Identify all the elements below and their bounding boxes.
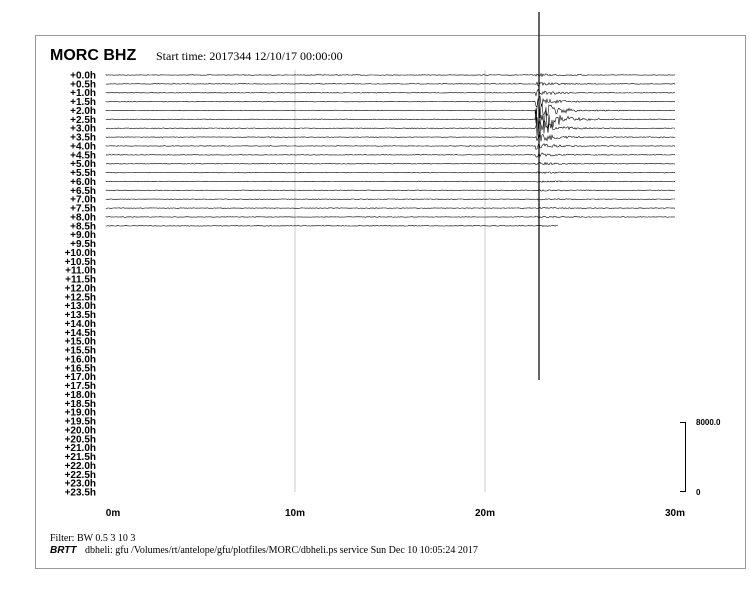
row-label: +18.5h xyxy=(65,399,96,410)
row-label: +13.0h xyxy=(65,301,96,312)
row-label: +9.5h xyxy=(70,239,96,250)
start-time: Start time: 2017344 12/10/17 00:00:00 xyxy=(156,49,343,63)
row-label: +12.0h xyxy=(65,283,96,294)
row-label: +20.5h xyxy=(65,434,96,445)
row-label: +11.0h xyxy=(65,266,96,277)
row-label: +1.0h xyxy=(70,88,96,99)
row-label: +23.0h xyxy=(65,479,96,490)
row-label: +22.5h xyxy=(65,470,96,481)
row-label: +15.5h xyxy=(65,346,96,357)
row-label: +19.5h xyxy=(65,417,96,428)
row-label: +5.5h xyxy=(70,168,96,179)
row-label: +0.0h xyxy=(70,71,96,82)
row-label: +3.0h xyxy=(70,124,96,135)
row-label: +8.5h xyxy=(70,221,96,232)
trace xyxy=(105,142,676,150)
row-label: +21.0h xyxy=(65,443,96,454)
row-label: +6.5h xyxy=(70,186,96,197)
row-label: +5.0h xyxy=(70,159,96,170)
traces xyxy=(105,12,676,380)
trace xyxy=(105,72,676,78)
trace xyxy=(105,198,675,201)
row-label: +17.0h xyxy=(65,372,96,383)
trace xyxy=(105,206,675,209)
row-label: +14.5h xyxy=(65,328,96,339)
x-label: 10m xyxy=(285,508,305,519)
frame xyxy=(35,35,746,569)
row-label: +1.5h xyxy=(70,97,96,108)
trace xyxy=(105,81,676,87)
title: MORC BHZ xyxy=(50,47,136,64)
row-label: +7.0h xyxy=(70,195,96,206)
row-label: +10.0h xyxy=(65,248,96,259)
row-label: +16.0h xyxy=(65,354,96,365)
row-label: +18.0h xyxy=(65,390,96,401)
row-label: +12.5h xyxy=(65,292,96,303)
footer-info: dbheli: gfu /Volumes/rt/antelope/gfu/plo… xyxy=(85,545,478,556)
trace xyxy=(105,99,676,124)
row-label: +22.0h xyxy=(65,461,96,472)
filter: Filter: BW 0.5 3 10 3 xyxy=(50,533,135,544)
row-label: +4.0h xyxy=(70,141,96,152)
trace xyxy=(105,131,676,142)
row-label: +16.5h xyxy=(65,363,96,374)
x-label: 0m xyxy=(106,508,121,519)
row-label: +2.0h xyxy=(70,106,96,117)
row-label: +15.0h xyxy=(65,337,96,348)
trace xyxy=(105,215,676,218)
row-label: +9.0h xyxy=(70,230,96,241)
trace xyxy=(105,171,675,175)
row-label: +20.0h xyxy=(65,425,96,436)
row-label: +6.0h xyxy=(70,177,96,188)
x-label: 20m xyxy=(475,508,495,519)
trace xyxy=(105,116,676,133)
row-label: +23.5h xyxy=(65,488,96,499)
trace xyxy=(105,189,676,192)
trace xyxy=(105,224,558,227)
trace xyxy=(105,180,676,183)
row-label: +7.5h xyxy=(70,204,96,215)
row-label: +2.5h xyxy=(70,115,96,126)
row-label: +3.5h xyxy=(70,133,96,144)
trace xyxy=(105,161,676,166)
scale-bottom: 0 xyxy=(696,488,701,497)
brand: BRTT xyxy=(50,545,77,556)
trace xyxy=(105,151,676,158)
trace xyxy=(105,107,676,138)
row-label: +17.5h xyxy=(65,381,96,392)
trace xyxy=(105,89,676,97)
x-label: 30m xyxy=(665,508,685,519)
row-label: +4.5h xyxy=(70,150,96,161)
row-label: +19.0h xyxy=(65,408,96,419)
scale-top: 8000.0 xyxy=(696,418,721,427)
row-label: +8.0h xyxy=(70,212,96,223)
row-label: +14.0h xyxy=(65,319,96,330)
row-label: +11.5h xyxy=(65,275,96,286)
row-label: +13.5h xyxy=(65,310,96,321)
row-label: +0.5h xyxy=(70,79,96,90)
row-label: +21.5h xyxy=(65,452,96,463)
trace xyxy=(105,95,676,108)
row-label: +10.5h xyxy=(65,257,96,268)
